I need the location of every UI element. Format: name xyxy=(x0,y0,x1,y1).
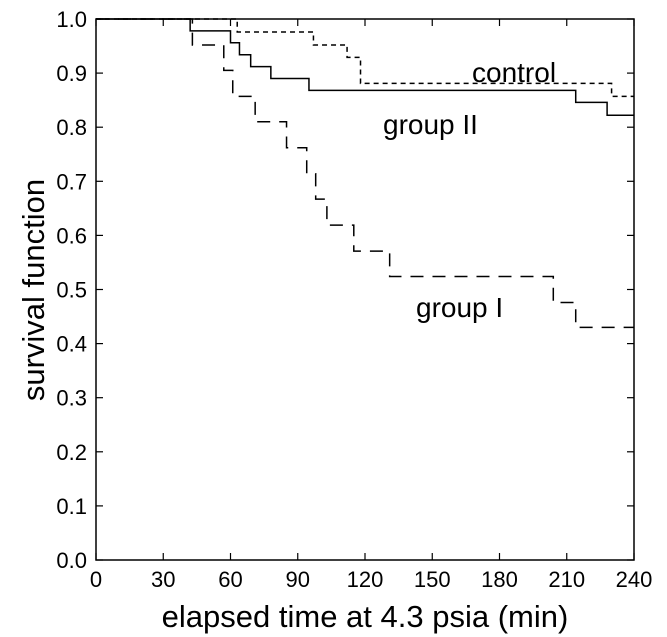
series-label-group-i: group I xyxy=(416,292,503,323)
y-tick-label: 0.2 xyxy=(56,440,87,465)
x-tick-label: 90 xyxy=(286,567,310,592)
y-tick-label: 0.5 xyxy=(56,278,87,303)
y-axis-title: survival function xyxy=(16,179,51,401)
y-tick-label: 0.4 xyxy=(56,332,87,357)
x-tick-label: 30 xyxy=(151,567,175,592)
series-label-group-ii: group II xyxy=(383,109,478,140)
x-tick-label: 240 xyxy=(616,567,653,592)
x-tick-label: 0 xyxy=(90,567,102,592)
x-tick-label: 180 xyxy=(481,567,518,592)
series-line-group-ii xyxy=(96,18,634,117)
y-tick-label: 0.7 xyxy=(56,169,87,194)
x-tick-label: 120 xyxy=(347,567,384,592)
y-tick-label: 1.0 xyxy=(56,7,87,32)
y-tick-label: 0.6 xyxy=(56,223,87,248)
ticks-layer: 0 30 60 90 120 150 180 210 240 0.0 0.1 0.2 0.3 0.4 0.5… xyxy=(56,7,652,592)
series-label-control: control xyxy=(472,57,556,88)
y-tick-label: 0.8 xyxy=(56,115,87,140)
y-tick-label: 0.1 xyxy=(56,494,87,519)
x-axis-title: elapsed time at 4.3 psia (min) xyxy=(162,599,569,634)
y-tick-label: 0.0 xyxy=(56,548,87,573)
x-tick-label: 60 xyxy=(218,567,242,592)
y-tick-label: 0.9 xyxy=(56,61,87,86)
x-tick-label: 210 xyxy=(548,567,585,592)
series-layer xyxy=(96,18,634,329)
y-tick-label: 0.3 xyxy=(56,386,87,411)
x-tick-label: 150 xyxy=(414,567,451,592)
